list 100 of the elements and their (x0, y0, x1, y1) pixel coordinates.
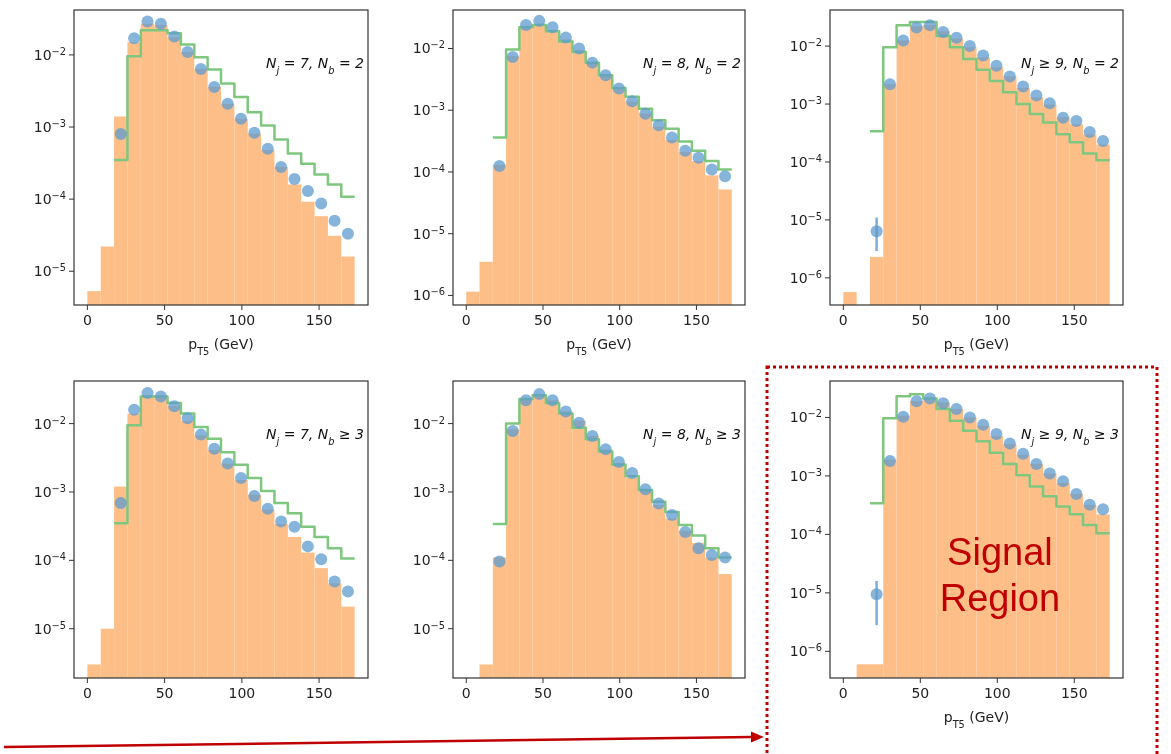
annotation: N$_{j}$ = 7, N$_{b}$ ≥ 3 (266, 426, 364, 447)
point (1043, 97, 1056, 110)
x-tick-label: 0 (838, 312, 848, 328)
point (586, 429, 599, 442)
point (883, 78, 896, 91)
point (315, 197, 328, 210)
point (639, 483, 652, 496)
y-tick-label: 10$^{−4}$ (412, 550, 445, 569)
point (1083, 498, 1096, 511)
point (546, 394, 559, 407)
y-tick-label: 10$^{−6}$ (789, 268, 822, 286)
x-tick-label: 50 (911, 685, 930, 701)
point (639, 107, 652, 120)
x-tick-label: 50 (155, 685, 174, 701)
point (181, 45, 194, 58)
x-tick-label: 0 (838, 685, 848, 701)
y-tick-label: 10$^{−3}$ (33, 117, 66, 135)
x-tick-label: 100 (983, 685, 1011, 701)
point (559, 405, 572, 418)
point (493, 555, 506, 568)
point (990, 428, 1003, 441)
point (923, 392, 936, 405)
point (141, 387, 154, 400)
point (194, 428, 207, 441)
point (248, 126, 261, 139)
point (315, 553, 328, 566)
point (910, 395, 923, 408)
point (977, 49, 990, 62)
point (341, 227, 354, 240)
x-tick-label: 50 (534, 685, 552, 701)
point (1057, 111, 1070, 124)
point (679, 144, 692, 157)
y-tick-label: 10$^{−4}$ (33, 550, 66, 569)
x-tick-label: 100 (228, 685, 256, 701)
point (235, 472, 248, 485)
point (666, 131, 678, 144)
point (141, 15, 154, 28)
point (652, 119, 665, 132)
point (626, 466, 639, 479)
point (533, 14, 546, 27)
y-tick-label: 10$^{−5}$ (33, 261, 66, 280)
point (626, 95, 639, 108)
point (301, 184, 314, 197)
point (1003, 70, 1016, 83)
y-tick-label: 10$^{−4}$ (33, 189, 66, 208)
point (1030, 457, 1043, 470)
point (652, 497, 665, 510)
y-tick-label: 10$^{−3}$ (412, 100, 445, 119)
point (1070, 114, 1083, 127)
point (599, 69, 612, 82)
x-tick-label: 150 (305, 312, 333, 328)
point (261, 502, 274, 515)
point (275, 160, 288, 173)
point (168, 400, 181, 413)
y-tick-label: 10$^{−2}$ (412, 38, 445, 57)
point (154, 390, 167, 403)
x-tick-label: 150 (1060, 312, 1088, 328)
point (963, 40, 976, 53)
x-axis-title: p$_{T5}$ (GeV) (943, 336, 1010, 357)
point (719, 170, 732, 183)
point (520, 394, 532, 407)
point (1017, 80, 1030, 93)
point (910, 21, 923, 34)
point (1070, 488, 1083, 501)
point (612, 455, 625, 468)
point (128, 32, 141, 45)
point (612, 82, 625, 95)
y-tick-label: 10$^{−2}$ (412, 414, 445, 432)
y-tick-label: 10$^{−5}$ (789, 583, 822, 601)
point (1043, 467, 1056, 480)
x-tick-label: 0 (461, 685, 471, 701)
point (897, 34, 910, 47)
y-tick-label: 10$^{−3}$ (789, 466, 822, 484)
y-tick-label: 10$^{−2}$ (789, 407, 822, 426)
point (194, 62, 207, 75)
y-tick-label: 10$^{−3}$ (789, 94, 822, 112)
y-tick-label: 10$^{−3}$ (412, 482, 445, 500)
x-tick-label: 150 (1060, 685, 1088, 701)
point (705, 163, 718, 176)
y-tick-label: 10$^{−5}$ (33, 619, 66, 637)
x-tick-label: 0 (82, 685, 92, 701)
point (559, 31, 572, 44)
y-tick-label: 10$^{−2}$ (789, 36, 822, 55)
point (705, 548, 718, 561)
point (221, 457, 234, 470)
point (341, 585, 354, 598)
y-tick-label: 10$^{−5}$ (412, 619, 445, 637)
y-tick-label: 10$^{−4}$ (789, 524, 822, 543)
point (897, 410, 910, 423)
point (1057, 475, 1070, 488)
y-tick-label: 10$^{−6}$ (789, 641, 822, 660)
x-axis-title: p$_{T5}$ (GeV) (566, 336, 632, 357)
point (692, 542, 705, 555)
annotation: N$_{j}$ ≥ 9, N$_{b}$ = 2 (1021, 55, 1120, 76)
x-tick-label: 100 (228, 312, 256, 328)
point (586, 56, 599, 69)
y-tick-label: 10$^{−6}$ (412, 285, 445, 304)
point (1097, 503, 1110, 516)
point (599, 443, 612, 456)
point (261, 142, 274, 155)
